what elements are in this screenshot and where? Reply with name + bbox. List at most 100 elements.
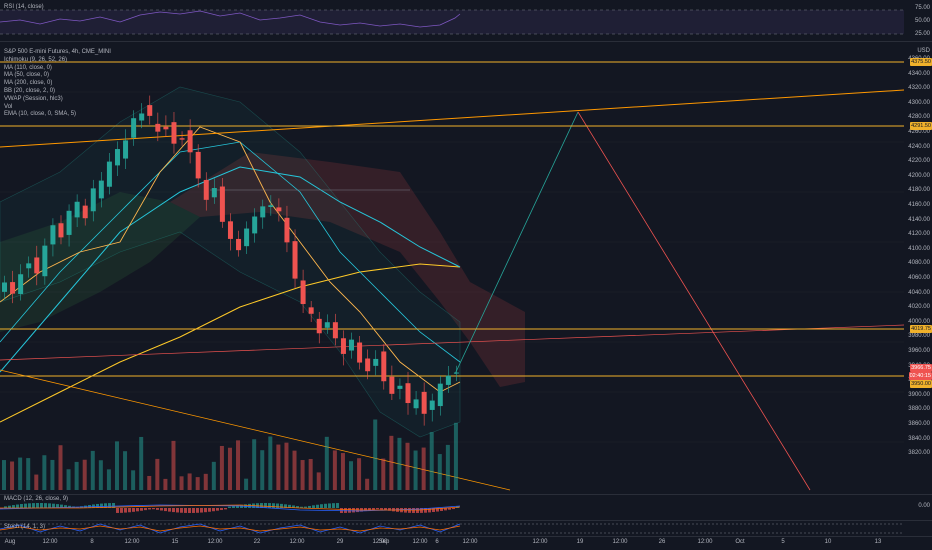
volume-bar — [90, 450, 95, 490]
time-label: 15 — [171, 539, 179, 545]
legend-bb[interactable]: BB (20, close, 2, 0) — [4, 87, 56, 94]
macd-histogram-bar — [300, 506, 303, 508]
candle-body — [139, 113, 145, 121]
time-label: 12:00 — [462, 539, 478, 545]
legend-ema[interactable]: EMA (10, close, 0, SMA, 5) — [4, 111, 77, 118]
macd-histogram-bar — [192, 508, 195, 513]
price-tick: 4240.00 — [908, 143, 930, 150]
macd-histogram-bar — [288, 504, 291, 508]
macd-histogram-bar — [428, 508, 431, 513]
volume-bar — [211, 461, 216, 490]
macd-histogram-bar — [292, 505, 295, 508]
price-tick: 4180.00 — [908, 187, 930, 194]
candle-body — [373, 358, 379, 366]
volume-bar — [187, 473, 192, 490]
price-pane[interactable]: S&P 500 E-mini Futures, 4h, CME_MINI Ich… — [0, 42, 904, 494]
macd-histogram-bar — [12, 505, 15, 508]
candle-body — [155, 123, 161, 132]
volume-bar — [437, 454, 442, 490]
time-label: 10 — [824, 539, 832, 545]
stoch-title: Stoch (14, 1, 3) — [4, 524, 46, 530]
time-label: 26 — [658, 539, 666, 545]
volume-bar — [131, 470, 136, 490]
legend-vol[interactable]: Vol — [4, 103, 13, 110]
price-tick: 3900.00 — [908, 391, 930, 398]
volume-bar — [389, 435, 394, 490]
price-tick: 4100.00 — [908, 245, 930, 252]
legend-vwap[interactable]: VWAP (Session, hlc3) — [4, 95, 63, 102]
macd-histogram-bar — [184, 508, 187, 513]
macd-axis: 0.00 — [904, 495, 932, 520]
macd-histogram-bar — [280, 503, 283, 508]
macd-histogram-bar — [40, 503, 43, 508]
volume-bar — [34, 474, 39, 490]
legend-ichimoku[interactable]: Ichimoku (9, 26, 52, 26) — [4, 56, 68, 63]
macd-histogram-bar — [144, 508, 147, 511]
level-badge-mid: 4019.75 — [910, 325, 932, 333]
macd-histogram-bar — [44, 503, 47, 508]
macd-histogram-bar — [104, 503, 107, 508]
legend-ma110[interactable]: MA (110, close, 0) — [4, 64, 52, 71]
price-axis[interactable]: USD 4360.004340.004320.004300.004280.004… — [904, 42, 932, 494]
price-tick: 4220.00 — [908, 158, 930, 165]
time-axis[interactable]: Aug 12:00 8 12:00 15 12:00 22 12:00 29 12:00 Sep 12… — [0, 536, 932, 550]
time-label: 8 — [90, 539, 94, 545]
time-label: 12:00 — [612, 539, 628, 545]
volume-bar — [429, 432, 434, 490]
macd-histogram-bar — [168, 508, 171, 512]
volume-bar — [179, 476, 184, 490]
macd-histogram-bar — [156, 508, 159, 510]
macd-histogram-bar — [276, 503, 279, 508]
macd-histogram-bar — [140, 508, 143, 511]
macd-histogram-bar — [316, 504, 319, 508]
macd-histogram-bar — [160, 508, 163, 511]
level-badge-top: 4375.50 — [910, 58, 932, 66]
macd-histogram-bar — [368, 508, 371, 511]
stoch-pane[interactable]: Stoch (14, 1, 3) — [0, 521, 904, 536]
macd-histogram-bar — [116, 508, 119, 513]
time-label: 5 — [781, 539, 785, 545]
macd-histogram-bar — [416, 508, 419, 513]
candle-body — [179, 138, 185, 140]
macd-histogram-bar — [24, 503, 27, 508]
macd-histogram-bar — [204, 508, 207, 513]
rsi-pane[interactable]: RSI (14, close) — [0, 0, 904, 40]
candle-body — [324, 322, 330, 328]
candle-body — [236, 238, 242, 251]
price-tick: 4140.00 — [908, 216, 930, 223]
level-badge-low: 3950.00 — [910, 380, 932, 388]
rsi-axis: 75.00 50.00 25.00 — [904, 0, 932, 40]
price-tick: 4280.00 — [908, 114, 930, 121]
macd-histogram-bar — [264, 503, 267, 508]
candle-body — [131, 118, 137, 138]
volume-bar — [244, 478, 249, 490]
volume-bar — [381, 458, 386, 490]
last-price-badge: 3966.75 — [910, 364, 932, 372]
macd-histogram-bar — [220, 508, 223, 511]
candle-body — [42, 245, 48, 277]
macd-pane[interactable]: MACD (12, 26, close, 9) — [0, 495, 904, 520]
time-label: 13 — [874, 539, 882, 545]
volume-bar — [316, 472, 321, 490]
price-tick: 3880.00 — [908, 406, 930, 413]
legend-ma50[interactable]: MA (50, close, 0) — [4, 72, 50, 79]
candle-body — [10, 282, 16, 294]
legend-ma200[interactable]: MA (200, close, 0) — [4, 80, 53, 87]
legend-symbol[interactable]: S&P 500 E-mini Futures, 4h, CME_MINI — [4, 49, 111, 55]
macd-histogram-bar — [196, 508, 199, 513]
candle-body — [203, 179, 209, 200]
candle-body — [106, 161, 112, 187]
volume-bar — [74, 461, 79, 490]
macd-histogram-bar — [232, 506, 235, 508]
candle-body — [171, 122, 177, 144]
candle-body — [50, 225, 56, 245]
candle-body — [429, 400, 435, 410]
macd-histogram-bar — [128, 508, 131, 513]
candle-body — [332, 322, 338, 339]
stoch-plot — [0, 523, 904, 534]
macd-histogram-bar — [444, 508, 447, 511]
time-label: 29 — [336, 539, 344, 545]
volume-bar — [365, 478, 370, 490]
macd-histogram-bar — [388, 508, 391, 511]
volume-bar — [332, 450, 337, 490]
